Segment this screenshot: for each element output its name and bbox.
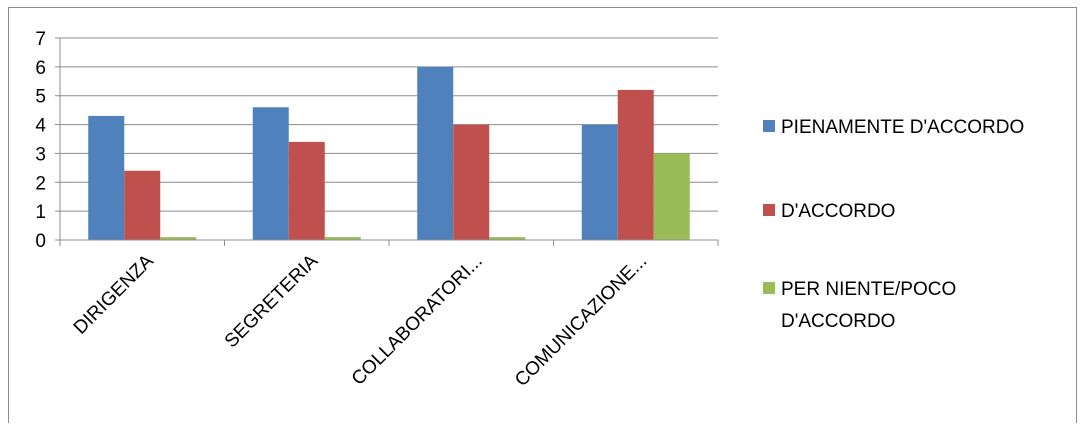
y-tick-label: 5 (35, 87, 46, 108)
x-tick-label: DIRIGENZA (70, 250, 158, 338)
legend-label: PER NIENTE/POCO D'ACCORDO (781, 279, 956, 332)
y-tick-label: 6 (35, 58, 46, 79)
legend-swatch (763, 120, 775, 132)
y-tick-label: 0 (35, 231, 46, 252)
x-tick-label: COLLABORATORI... (348, 251, 487, 390)
legend-label: PIENAMENTE D'ACCORDO (781, 117, 1024, 138)
y-tick-label: 4 (35, 116, 46, 137)
x-tick-label: COMUNICAZIONE... (511, 251, 651, 391)
y-tick-label: 1 (35, 202, 46, 223)
legend-swatch (763, 204, 775, 216)
bar (653, 153, 690, 240)
bar (489, 237, 526, 240)
bar (324, 237, 361, 240)
bar (453, 124, 490, 240)
legend-swatch (763, 282, 775, 294)
bar (417, 66, 454, 240)
bar (160, 237, 197, 240)
legend: PIENAMENTE D'ACCORDO D'ACCORDO PER NIENTE/… (763, 117, 1024, 332)
bar (252, 107, 289, 240)
bars (88, 66, 690, 240)
x-tick-label: SEGRETERIA (221, 250, 323, 352)
bar (88, 115, 125, 240)
legend-label: D'ACCORDO (781, 201, 895, 222)
y-tick-label: 7 (35, 29, 46, 50)
gridlines (60, 37, 718, 212)
axes (55, 37, 719, 246)
bar (617, 89, 654, 240)
y-tick-label: 3 (35, 144, 46, 165)
bar (288, 141, 325, 240)
y-tick-label: 2 (35, 173, 46, 194)
bar (581, 124, 618, 240)
chart-frame (8, 7, 1077, 423)
bar (124, 170, 161, 240)
